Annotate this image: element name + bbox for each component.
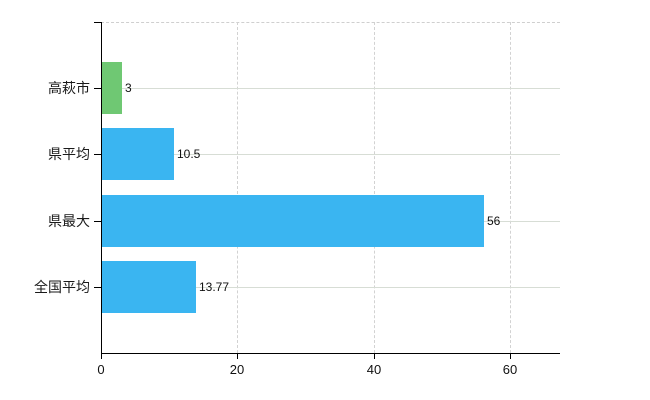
bar-value-label: 13.77 [199,280,230,294]
category-tick [94,88,101,89]
x-axis-tick [101,354,102,359]
x-axis-tick [374,354,375,359]
plot-top-border [101,22,560,23]
x-tick-label: 40 [366,362,382,377]
bar [102,195,484,247]
bar-value-label: 10.5 [177,147,201,161]
x-tick-label: 60 [502,362,518,377]
category-gridline [101,287,560,288]
category-label: 全国平均 [34,279,90,295]
bar [102,62,122,114]
x-tick-label: 0 [97,362,105,377]
category-label: 県平均 [48,146,90,162]
category-tick [94,287,101,288]
category-gridline [101,154,560,155]
x-axis [101,353,560,354]
y-axis [101,22,102,353]
x-gridline [237,22,238,353]
category-tick [94,154,101,155]
category-label: 県最大 [48,213,90,229]
x-gridline [374,22,375,353]
bar [102,261,196,313]
category-label: 高萩市 [48,80,90,96]
y-axis-top-cap-tick [94,22,101,23]
x-axis-tick [510,354,511,359]
bar-value-label: 56 [487,214,501,228]
bar-value-label: 3 [125,81,132,95]
x-tick-label: 20 [229,362,245,377]
x-axis-tick [237,354,238,359]
x-gridline [510,22,511,353]
bar [102,128,174,180]
category-gridline [101,88,560,89]
category-tick [94,221,101,222]
